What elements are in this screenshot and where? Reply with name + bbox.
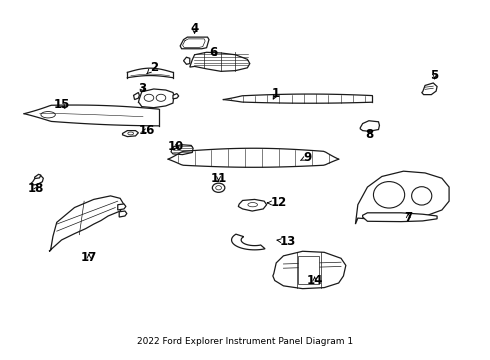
Text: 6: 6 xyxy=(210,46,218,59)
Text: 1: 1 xyxy=(272,87,280,100)
FancyBboxPatch shape xyxy=(298,256,319,284)
Polygon shape xyxy=(360,121,379,131)
Text: 8: 8 xyxy=(366,128,374,141)
Polygon shape xyxy=(190,52,250,71)
Ellipse shape xyxy=(248,203,257,207)
Text: 14: 14 xyxy=(306,274,323,287)
Polygon shape xyxy=(355,171,449,224)
Text: 16: 16 xyxy=(138,124,155,137)
Text: 2022 Ford Explorer Instrument Panel Diagram 1: 2022 Ford Explorer Instrument Panel Diag… xyxy=(137,337,353,346)
Text: 2: 2 xyxy=(147,60,158,74)
Text: 5: 5 xyxy=(431,69,439,82)
Polygon shape xyxy=(180,37,209,49)
Text: 17: 17 xyxy=(81,251,97,264)
Polygon shape xyxy=(273,251,346,289)
Polygon shape xyxy=(118,204,126,210)
Polygon shape xyxy=(173,94,179,99)
Text: 18: 18 xyxy=(28,182,44,195)
Polygon shape xyxy=(31,176,43,185)
Ellipse shape xyxy=(41,112,55,118)
Text: 13: 13 xyxy=(277,235,296,248)
Text: 3: 3 xyxy=(138,82,146,95)
Circle shape xyxy=(216,186,221,190)
Polygon shape xyxy=(238,199,267,211)
Polygon shape xyxy=(363,213,437,222)
Polygon shape xyxy=(138,89,174,108)
Polygon shape xyxy=(134,93,139,100)
Ellipse shape xyxy=(373,181,405,208)
Polygon shape xyxy=(232,234,265,250)
Polygon shape xyxy=(171,145,193,154)
Text: 9: 9 xyxy=(300,150,312,163)
Polygon shape xyxy=(35,174,41,179)
Text: 11: 11 xyxy=(211,172,227,185)
Polygon shape xyxy=(184,57,190,64)
Text: 15: 15 xyxy=(53,98,70,111)
Ellipse shape xyxy=(412,187,432,205)
Text: 12: 12 xyxy=(268,197,287,210)
Polygon shape xyxy=(49,196,124,251)
Text: 4: 4 xyxy=(191,22,199,35)
Polygon shape xyxy=(119,211,127,217)
Text: 7: 7 xyxy=(404,211,412,224)
Polygon shape xyxy=(122,131,138,136)
Polygon shape xyxy=(422,83,437,95)
Ellipse shape xyxy=(128,132,134,135)
Text: 10: 10 xyxy=(167,140,183,153)
